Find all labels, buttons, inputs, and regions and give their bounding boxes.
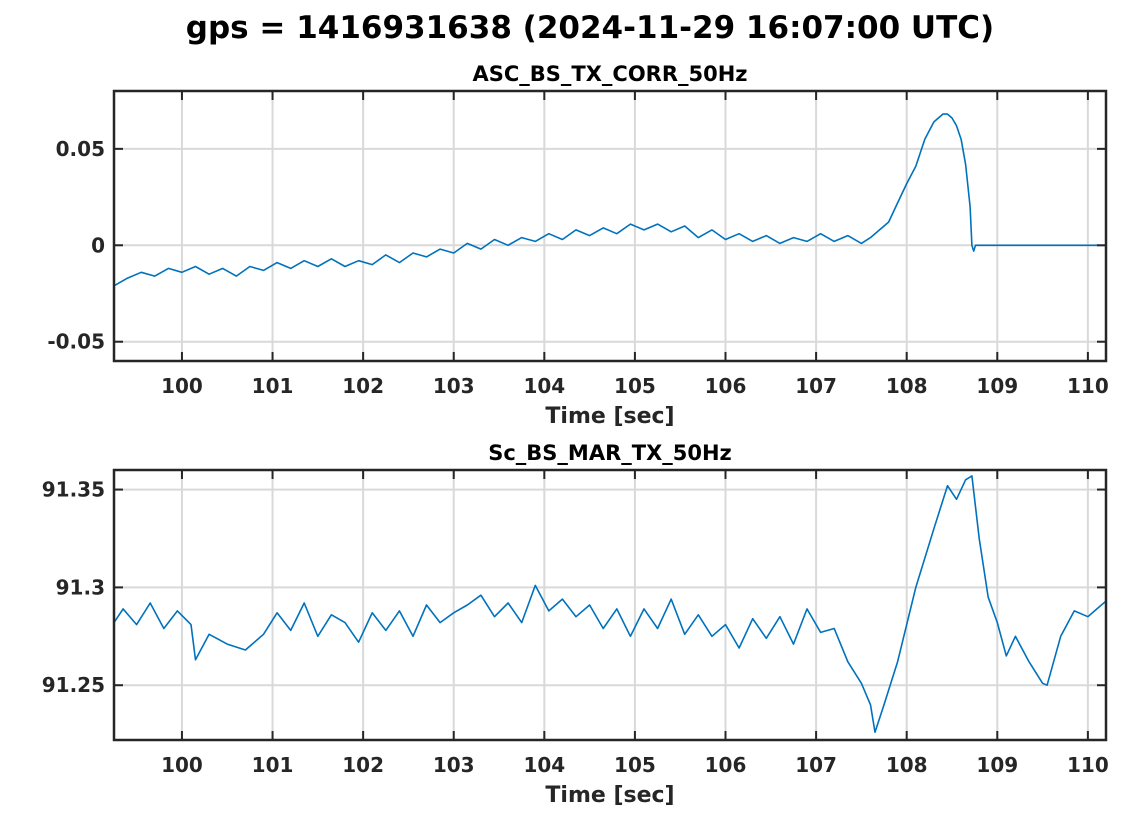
x-tick-label: 104 — [523, 753, 565, 777]
x-axis-label: Time [sec] — [545, 783, 674, 808]
y-tick-label: 0.05 — [56, 137, 105, 161]
subplot-title: ASC_BS_TX_CORR_50Hz — [472, 62, 747, 86]
y-tick-label: 91.25 — [42, 673, 105, 697]
x-tick-label: 109 — [976, 374, 1018, 398]
x-tick-label: 106 — [705, 374, 747, 398]
x-tick-label: 105 — [614, 753, 656, 777]
plot-area — [114, 470, 1106, 740]
x-tick-label: 109 — [976, 753, 1018, 777]
x-tick-label: 100 — [161, 374, 203, 398]
axes-frame — [112, 89, 1108, 363]
x-tick-label: 102 — [342, 374, 384, 398]
plot-area — [114, 91, 1106, 361]
x-tick-label: 103 — [433, 753, 475, 777]
x-tick-label: 103 — [433, 374, 475, 398]
axes-frame — [112, 468, 1108, 742]
x-tick-label: 108 — [886, 753, 928, 777]
x-axis-label: Time [sec] — [545, 404, 674, 429]
x-tick-label: 102 — [342, 753, 384, 777]
y-tick-label: 91.3 — [56, 575, 105, 599]
x-tick-label: 100 — [161, 753, 203, 777]
series-line — [114, 113, 1106, 287]
x-tick-label: 108 — [886, 374, 928, 398]
x-tick-label: 101 — [252, 374, 294, 398]
y-tick-label: 91.35 — [42, 478, 105, 502]
x-tick-label: 101 — [252, 753, 294, 777]
x-tick-label: 107 — [795, 374, 837, 398]
subplot-asc-bs-tx-corr: 100 101 102 103 104 105 106 107 108 109 110 -0.05 0 0… — [47, 62, 1108, 429]
x-tick-label: 110 — [1067, 374, 1109, 398]
x-tick-label: 104 — [523, 374, 565, 398]
x-tick-label: 106 — [705, 753, 747, 777]
subplot-sc-bs-mar-tx: 100 101 102 103 104 105 106 107 108 109 110 91.25 91… — [42, 441, 1109, 808]
subplot-title: Sc_BS_MAR_TX_50Hz — [488, 441, 732, 465]
y-tick-label: 0 — [91, 233, 105, 257]
figure-title: gps = 1416931638 (2024-11-29 16:07:00 UT… — [185, 10, 995, 46]
x-tick-label: 107 — [795, 753, 837, 777]
series-line — [114, 475, 1106, 734]
x-tick-label: 105 — [614, 374, 656, 398]
x-tick-label: 110 — [1067, 753, 1109, 777]
y-tick-label: -0.05 — [47, 330, 105, 354]
